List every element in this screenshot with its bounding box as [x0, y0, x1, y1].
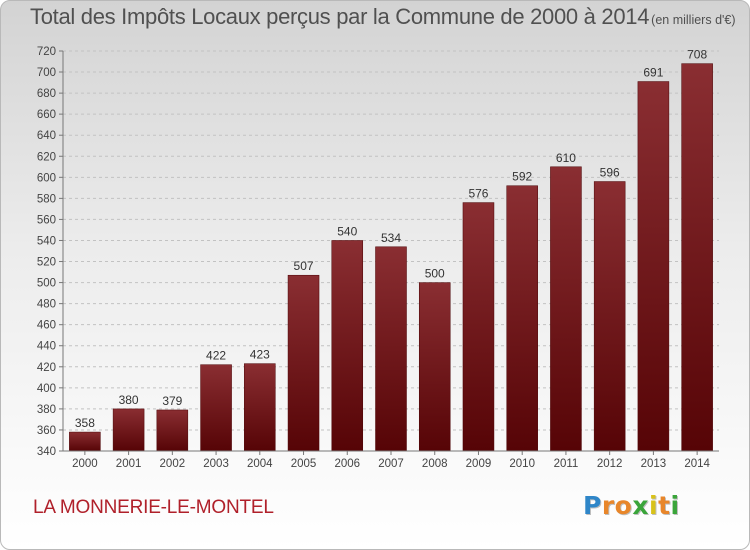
bar-2002 — [156, 409, 189, 452]
data-label-2014: 708 — [687, 48, 707, 62]
y-tick-label: 500 — [37, 278, 56, 290]
data-label-2004: 423 — [250, 348, 270, 362]
x-tick-label-2012: 2012 — [597, 458, 623, 470]
y-tick-label: 360 — [37, 425, 56, 437]
x-tick-label-2004: 2004 — [247, 458, 273, 470]
y-tick-label: 620 — [37, 151, 56, 163]
y-tick-label: 460 — [37, 320, 56, 332]
y-tick-label: 700 — [37, 67, 56, 79]
y-tick-label: 640 — [37, 130, 56, 142]
bar-2012 — [593, 181, 626, 452]
x-tick-label-2011: 2011 — [554, 458, 579, 470]
bar-2010 — [506, 185, 538, 452]
bar-2006 — [331, 240, 364, 452]
x-tick-label-2013: 2013 — [641, 458, 667, 470]
data-label-2009: 576 — [468, 187, 488, 201]
bar-2014 — [681, 63, 713, 452]
x-tick-label-2000: 2000 — [72, 458, 98, 470]
y-tick-label: 340 — [37, 446, 56, 458]
y-tick-label: 540 — [37, 235, 56, 247]
data-label-2010: 592 — [512, 170, 532, 184]
chart-title-text: Total des Impôts Locaux perçus par la Co… — [30, 4, 650, 29]
logo-letter: i — [649, 491, 659, 520]
x-tick-label-2008: 2008 — [422, 458, 448, 470]
bar-2013 — [637, 81, 670, 452]
y-tick-label: 580 — [37, 193, 56, 205]
y-tick-label: 600 — [37, 172, 56, 184]
commune-name: LA MONNERIE-LE-MONTEL — [33, 497, 274, 518]
axes: 340 360 380 400 420 440 460 480 500 520 540 560 580 6… — [37, 46, 719, 470]
data-label-2000: 358 — [75, 416, 95, 430]
y-tick-label: 520 — [37, 257, 56, 269]
logo-letter: x — [632, 491, 649, 520]
bar-2001 — [112, 408, 145, 452]
bar-2007 — [375, 246, 407, 452]
x-tick-label-2003: 2003 — [203, 458, 229, 470]
data-label-2013: 691 — [643, 66, 663, 80]
y-tick-label: 400 — [37, 383, 56, 395]
y-tick-label: 560 — [37, 214, 56, 226]
y-tick-label: 440 — [37, 341, 56, 353]
data-label-2001: 380 — [119, 393, 139, 407]
proxiti-logo: Proxiti — [583, 491, 680, 520]
logo-letter: o — [614, 491, 633, 520]
data-label-2003: 422 — [206, 349, 226, 363]
x-tick-label-2005: 2005 — [291, 458, 317, 470]
x-tick-label-2002: 2002 — [160, 458, 186, 470]
logo-letter: r — [601, 491, 615, 520]
bar-2000 — [69, 431, 101, 452]
x-tick-label-2007: 2007 — [378, 458, 404, 470]
y-tick-label: 380 — [37, 404, 56, 416]
y-tick-label: 720 — [37, 46, 56, 58]
x-tick-label-2014: 2014 — [684, 458, 710, 470]
data-label-2012: 596 — [600, 166, 620, 180]
chart-title: Total des Impôts Locaux perçus par la Co… — [30, 4, 736, 30]
data-label-2011: 610 — [556, 151, 576, 165]
bar-2011 — [550, 166, 582, 452]
y-tick-label: 420 — [37, 362, 56, 374]
data-label-2005: 507 — [294, 259, 314, 273]
x-tick-label-2009: 2009 — [466, 458, 492, 470]
y-tick-label: 480 — [37, 299, 56, 311]
bar-2004 — [244, 363, 276, 452]
x-tick-label-2010: 2010 — [509, 458, 535, 470]
y-tick-label: 660 — [37, 109, 56, 121]
x-tick-label-2001: 2001 — [116, 458, 142, 470]
logo-letter: P — [583, 491, 602, 520]
logo-letter: i — [670, 491, 680, 520]
bar-2008 — [418, 282, 451, 452]
y-tick-label: 680 — [37, 88, 56, 100]
data-label-2008: 500 — [425, 267, 445, 281]
logo-letter: t — [658, 491, 671, 520]
data-label-2006: 540 — [337, 224, 357, 238]
bar-2003 — [200, 364, 232, 452]
data-label-2007: 534 — [381, 231, 401, 245]
bar-2005 — [287, 274, 320, 452]
bars: 358 380 379 422 423 507 540 534 500 576 592 610 596 6… — [69, 48, 713, 452]
bar-2009 — [462, 202, 495, 452]
chart-title-unit: (en milliers d'€) — [651, 13, 736, 27]
data-label-2002: 379 — [162, 394, 182, 408]
x-tick-label-2006: 2006 — [334, 458, 360, 470]
